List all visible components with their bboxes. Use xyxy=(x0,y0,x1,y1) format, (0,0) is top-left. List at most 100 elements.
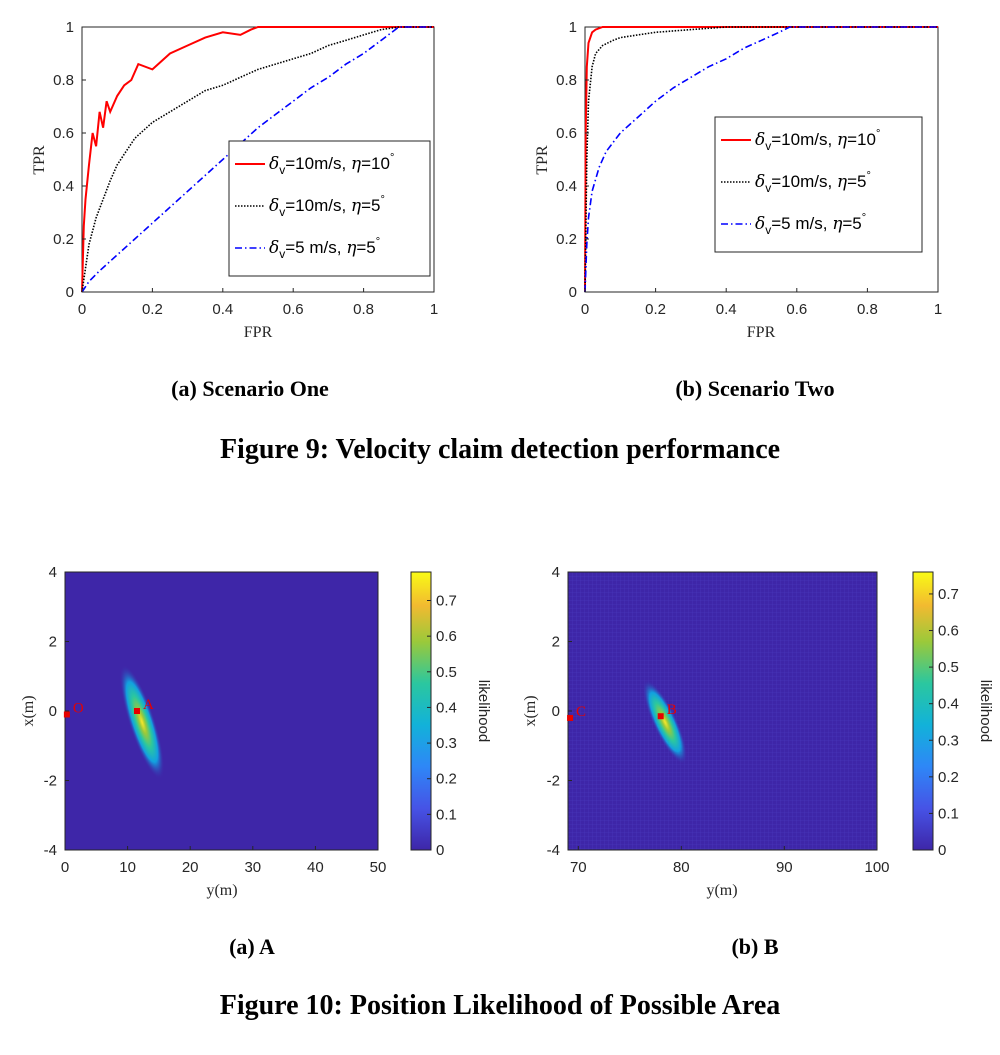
panel-caption-a: (a) A xyxy=(229,934,275,959)
y-tick-label: 4 xyxy=(49,564,57,581)
legend-degree: ° xyxy=(876,128,880,140)
likelihood-hotspot xyxy=(642,680,688,764)
colorbar-tick-label: 0 xyxy=(938,842,946,859)
legend-delta-subscript: v xyxy=(765,181,771,195)
colorbar-tick-label: 0.5 xyxy=(938,659,959,676)
likelihood-hotspot xyxy=(119,664,165,780)
x-axis-label: y(m) xyxy=(706,882,737,899)
y-ticks: 0 0.2 0.4 0.6 0.8 1 xyxy=(53,19,86,301)
legend-items: δv=10m/s, η=10°δv=10m/s, η=5°δv=5 m/s, η… xyxy=(235,152,394,261)
y-tick-label: 4 xyxy=(552,564,560,581)
panel-caption-b: (b) Scenario Two xyxy=(675,376,834,401)
colorbar-tick-label: 0.6 xyxy=(938,623,959,640)
point-marker-a xyxy=(133,708,140,714)
legend-degree: ° xyxy=(376,236,380,248)
legend-delta-subscript: v xyxy=(279,163,285,177)
legend-eta-value: =5 xyxy=(842,214,861,233)
x-tick-label: 0 xyxy=(581,301,589,318)
colorbar-ticks: 0 0.1 0.2 0.3 0.4 0.5 0.6 0.7 xyxy=(929,586,959,859)
x-tick-label: 90 xyxy=(776,859,793,876)
series-layer xyxy=(81,26,434,293)
colorbar-label: likelihood xyxy=(475,680,492,743)
legend-delta-subscript: v xyxy=(279,205,285,219)
x-tick-label: 80 xyxy=(673,859,690,876)
x-tick-label: 0.8 xyxy=(857,301,878,318)
roc-curve-series-2 xyxy=(81,26,434,293)
legend-eta-value: =10 xyxy=(847,130,876,149)
colorbar-tick-label: 0.1 xyxy=(436,806,457,823)
x-tick-label: 0.4 xyxy=(716,301,737,318)
legend: δv=10m/s, η=10°δv=10m/s, η=5°δv=5 m/s, η… xyxy=(228,140,431,277)
y-tick-label: 0 xyxy=(49,703,57,720)
legend-delta-symbol: δ xyxy=(269,154,279,174)
x-ticks: 0 0.2 0.4 0.6 0.8 1 xyxy=(78,288,438,318)
legend-delta-symbol: δ xyxy=(755,214,765,234)
y-axis-label: TPR xyxy=(534,145,551,175)
colorbar-ticks: 0 0.1 0.2 0.3 0.4 0.5 0.6 0.7 xyxy=(427,593,457,859)
colorbar-tick-label: 0.4 xyxy=(938,696,959,713)
legend-eta-symbol: η xyxy=(837,130,848,150)
y-tick-label: -2 xyxy=(547,773,560,790)
roc-curve-series-3 xyxy=(81,26,434,293)
figure-9-caption: Figure 9: Velocity claim detection perfo… xyxy=(220,434,780,465)
x-tick-label: 0 xyxy=(78,301,86,318)
y-tick-label: 0 xyxy=(552,703,560,720)
panel-caption-b: (b) B xyxy=(731,934,778,959)
legend-label: =10m/s, xyxy=(285,154,351,173)
point-marker-c xyxy=(567,714,574,721)
legend-eta-symbol: η xyxy=(837,172,848,192)
x-tick-label: 1 xyxy=(934,301,942,318)
x-tick-label: 10 xyxy=(119,859,136,876)
legend-label: =5 m/s, xyxy=(285,238,346,257)
y-tick-label: 1 xyxy=(569,19,577,36)
colorbar-tick-label: 0.5 xyxy=(436,664,457,681)
y-ticks: -4 -2 0 2 4 xyxy=(44,564,69,859)
legend-degree: ° xyxy=(390,152,394,164)
x-tick-label: 0.6 xyxy=(786,301,807,318)
colorbar-tick-label: 0 xyxy=(436,842,444,859)
point-label-b: B xyxy=(667,702,677,718)
roc-curve-series-1 xyxy=(584,26,938,293)
legend-eta-value: =10 xyxy=(361,154,390,173)
colorbar xyxy=(410,571,432,851)
colorbar-tick-label: 0.4 xyxy=(436,699,457,716)
x-tick-label: 40 xyxy=(307,859,324,876)
point-label-o: O xyxy=(73,700,84,716)
colorbar-tick-label: 0.3 xyxy=(436,735,457,752)
roc-curve-series-3 xyxy=(584,26,938,293)
y-tick-label: 0.4 xyxy=(556,178,577,195)
x-axis-label: FPR xyxy=(244,324,273,341)
roc-curve-series-1 xyxy=(81,26,434,293)
y-tick-label: 0.8 xyxy=(53,72,74,89)
legend-entry-1: δv=10m/s, η=10° xyxy=(269,152,394,177)
legend-delta-symbol: δ xyxy=(755,172,765,192)
y-tick-label: 0 xyxy=(66,284,74,301)
x-tick-label: 0.2 xyxy=(645,301,666,318)
y-ticks: 0 0.2 0.4 0.6 0.8 1 xyxy=(556,19,589,301)
y-tick-label: 0.8 xyxy=(556,72,577,89)
x-tick-label: 50 xyxy=(370,859,387,876)
legend-degree: ° xyxy=(381,194,385,206)
legend-eta-value: =5 xyxy=(847,172,866,191)
point-marker-o xyxy=(63,711,70,718)
colorbar-tick-label: 0.7 xyxy=(938,586,959,603)
x-tick-label: 0.4 xyxy=(212,301,233,318)
x-tick-label: 0 xyxy=(61,859,69,876)
y-tick-label: 2 xyxy=(552,634,560,651)
colorbar-label: likelihood xyxy=(977,680,994,743)
legend-delta-subscript: v xyxy=(765,223,771,237)
figure-10-caption: Figure 10: Position Likelihood of Possib… xyxy=(220,990,781,1021)
x-tick-label: 0.2 xyxy=(142,301,163,318)
legend-label: =5 m/s, xyxy=(771,214,832,233)
x-ticks: 70 80 90 100 xyxy=(570,846,890,876)
y-tick-label: 1 xyxy=(66,19,74,36)
y-ticks: -4 -2 0 2 4 xyxy=(547,564,572,859)
legend-entry-3: δv=5 m/s, η=5° xyxy=(755,212,866,237)
legend-entry-2: δv=10m/s, η=5° xyxy=(269,194,385,219)
y-axis-label: x(m) xyxy=(522,695,539,726)
colorbar xyxy=(912,571,934,851)
